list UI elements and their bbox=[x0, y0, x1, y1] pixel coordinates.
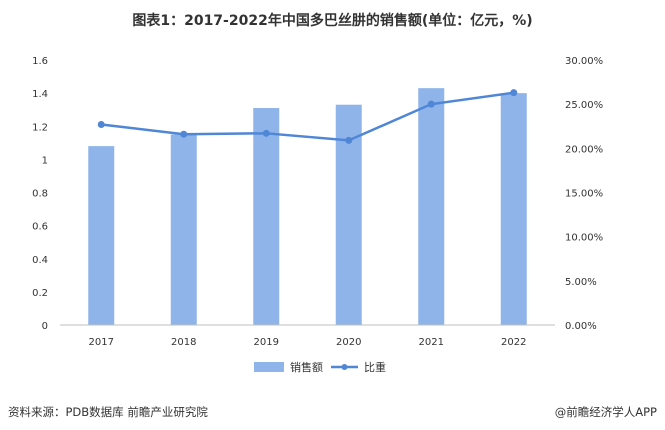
left-tick-label: 1 bbox=[42, 155, 48, 166]
left-tick-label: 0.6 bbox=[32, 222, 48, 233]
legend-bar-swatch bbox=[254, 362, 284, 372]
x-tick-label: 2018 bbox=[171, 337, 196, 348]
left-tick-label: 0 bbox=[42, 321, 48, 332]
left-tick-label: 1.6 bbox=[32, 56, 48, 67]
right-axis-ticks: 0.00% 5.00% 10.00% 15.00% 20.00% 25.00% 30.00% bbox=[565, 56, 603, 332]
legend-line-marker bbox=[341, 364, 348, 370]
bar bbox=[170, 134, 197, 325]
chart-title: 图表1：2017-2022年中国多巴丝肼的销售额(单位：亿元，%) bbox=[132, 13, 533, 29]
bar bbox=[500, 93, 527, 325]
line-point bbox=[510, 89, 518, 97]
x-tick-label: 2021 bbox=[419, 337, 444, 348]
right-tick-label: 30.00% bbox=[565, 56, 603, 67]
left-axis-ticks: 0 0.2 0.4 0.6 0.8 1 1.2 1.4 1.6 bbox=[32, 56, 48, 332]
right-tick-label: 5.00% bbox=[565, 277, 597, 288]
bar-series bbox=[88, 88, 527, 325]
bar bbox=[253, 108, 280, 325]
x-axis-ticks: 2017 2018 2019 2020 2021 2022 bbox=[89, 337, 527, 348]
x-tick-label: 2017 bbox=[89, 337, 114, 348]
bar bbox=[88, 146, 115, 325]
line-point bbox=[427, 100, 435, 108]
x-tick-label: 2019 bbox=[254, 337, 279, 348]
bar bbox=[418, 88, 445, 325]
legend-bar-label: 销售额 bbox=[290, 360, 323, 374]
source-note: 资料来源：PDB数据库 前瞻产业研究院 bbox=[8, 405, 208, 419]
line-point bbox=[97, 120, 105, 128]
line-series bbox=[97, 89, 518, 144]
left-tick-label: 0.2 bbox=[32, 288, 48, 299]
right-tick-label: 20.00% bbox=[565, 144, 603, 155]
right-tick-label: 15.00% bbox=[565, 189, 603, 200]
left-tick-label: 0.4 bbox=[32, 255, 48, 266]
left-tick-label: 1.4 bbox=[32, 89, 48, 100]
line-point bbox=[345, 136, 353, 144]
x-tick-label: 2020 bbox=[336, 337, 361, 348]
brand-credit: @前瞻经济学人APP bbox=[554, 405, 657, 419]
right-tick-label: 10.00% bbox=[565, 233, 603, 244]
line-point bbox=[262, 129, 270, 137]
line-path bbox=[101, 91, 514, 142]
legend: 销售额 比重 bbox=[254, 360, 386, 374]
right-tick-label: 25.00% bbox=[565, 100, 603, 111]
left-tick-label: 1.2 bbox=[32, 122, 48, 133]
right-tick-label: 0.00% bbox=[565, 321, 597, 332]
left-tick-label: 0.8 bbox=[32, 189, 48, 200]
line-point bbox=[180, 130, 188, 138]
legend-line-label: 比重 bbox=[364, 360, 386, 374]
x-tick-label: 2022 bbox=[501, 337, 526, 348]
